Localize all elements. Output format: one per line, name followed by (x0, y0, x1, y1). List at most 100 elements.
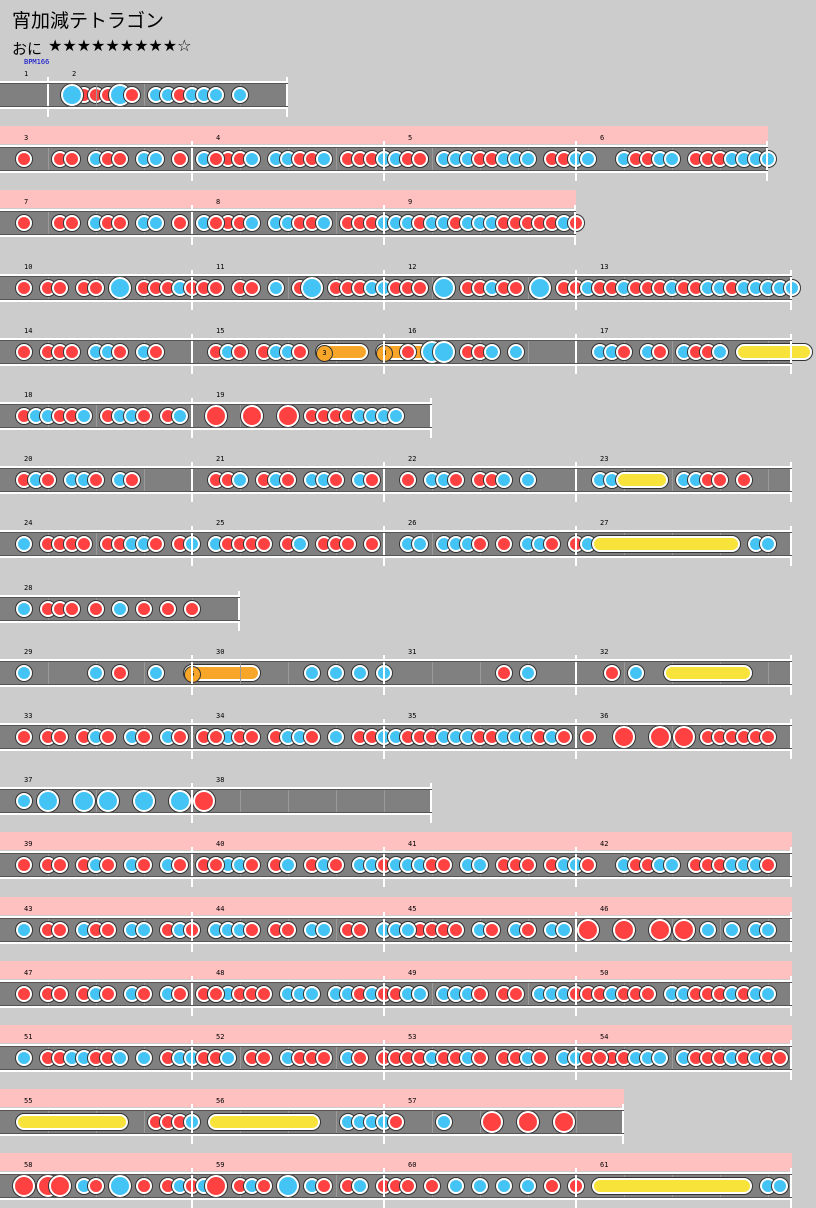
don-note (232, 729, 248, 745)
don-note (52, 1050, 68, 1066)
beat-line (336, 468, 337, 492)
beat-line (240, 661, 241, 685)
don-note (580, 857, 596, 873)
gogo-band (0, 961, 792, 979)
beat-line (144, 1174, 145, 1198)
ka-note (352, 472, 368, 488)
don-note (88, 1178, 104, 1194)
beat-line (432, 147, 433, 171)
ka-note (628, 1050, 644, 1066)
ka-note (136, 1050, 152, 1066)
ka-note (196, 87, 212, 103)
ka-note (760, 922, 776, 938)
ka-note (376, 215, 392, 231)
don-note (448, 215, 464, 231)
don-note (400, 729, 416, 745)
don-note (700, 344, 716, 360)
beat-line (96, 532, 97, 556)
beat-line (48, 468, 49, 492)
bar-line-end (430, 398, 432, 438)
ka-note (376, 151, 392, 167)
beat-line (144, 211, 145, 235)
ka-note (76, 408, 92, 424)
don-note (700, 472, 716, 488)
beat-line (528, 340, 529, 364)
beat-line (480, 468, 481, 492)
bar-line (575, 847, 577, 887)
beat-line (48, 1174, 49, 1198)
ka-note (448, 1178, 464, 1194)
don-note (484, 151, 500, 167)
bar-line (575, 462, 577, 502)
note-lane (0, 912, 792, 952)
don-note (472, 1050, 488, 1066)
don-note (568, 215, 584, 231)
don-note (496, 536, 512, 552)
don-note (724, 729, 740, 745)
bar-line (575, 719, 577, 759)
don-note (556, 729, 572, 745)
measure-number: 19 (216, 391, 225, 399)
don-note (640, 857, 656, 873)
bar-line (575, 976, 577, 1016)
ka-note (220, 922, 236, 938)
don-note (184, 601, 200, 617)
measure-number: 23 (600, 455, 609, 463)
don-note (172, 986, 188, 1002)
don-note (352, 729, 368, 745)
don-note (160, 280, 176, 296)
bar-line-end (766, 141, 768, 181)
bar-line-end (790, 526, 792, 566)
don-note (700, 986, 716, 1002)
ka-note (460, 986, 476, 1002)
don-note (328, 536, 344, 552)
ka-note (664, 280, 680, 296)
ka-note (724, 986, 740, 1002)
don-note (736, 986, 752, 1002)
ka-note (592, 280, 608, 296)
don-note (232, 1178, 248, 1194)
ka-note (592, 472, 608, 488)
don-note (52, 729, 68, 745)
note-lane (0, 1168, 792, 1208)
ka-note (748, 986, 764, 1002)
beat-line (288, 147, 289, 171)
beat-line (528, 211, 529, 235)
don-note (556, 280, 572, 296)
beat-line (48, 918, 49, 942)
don-note (712, 472, 728, 488)
beat-line (144, 147, 145, 171)
ka-note (160, 986, 176, 1002)
measure-number: 5 (408, 134, 413, 142)
don-note (352, 986, 368, 1002)
ka-note (304, 986, 320, 1002)
ka-note (316, 344, 332, 360)
ka-note (160, 729, 176, 745)
chart-row: 47 48 49 50 (0, 961, 792, 1016)
ka-note (172, 1178, 188, 1194)
ka-note (136, 215, 152, 231)
measure-number: 30 (216, 648, 225, 656)
don-note (280, 472, 296, 488)
balloon-count: 3 (376, 345, 393, 362)
ka-note (460, 215, 476, 231)
ka-note (580, 536, 596, 552)
don-note (712, 729, 728, 745)
beat-line (48, 853, 49, 877)
beat-line (528, 532, 529, 556)
don-note (196, 986, 212, 1002)
big-don-note (37, 1175, 59, 1197)
bar-line (383, 1104, 385, 1144)
don-note (40, 472, 56, 488)
don-note (724, 280, 740, 296)
don-note (304, 408, 320, 424)
ka-note (304, 472, 320, 488)
don-note (712, 986, 728, 1002)
measure-number: 29 (24, 648, 33, 656)
ka-note (220, 986, 236, 1002)
ka-note (736, 151, 752, 167)
don-note (292, 151, 308, 167)
don-note (400, 344, 416, 360)
don-note (616, 344, 632, 360)
measure-number: 35 (408, 712, 417, 720)
